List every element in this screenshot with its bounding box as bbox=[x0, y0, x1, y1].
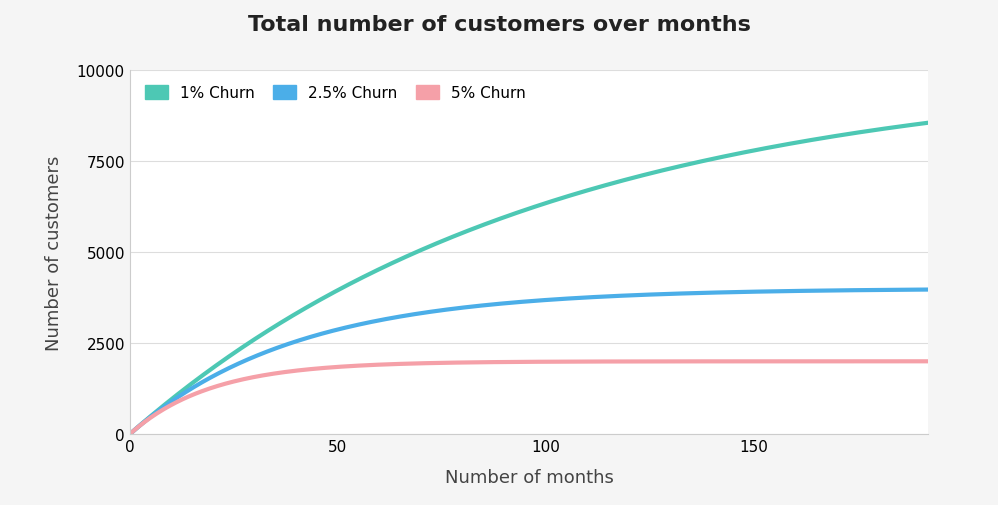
Y-axis label: Number of customers: Number of customers bbox=[45, 155, 63, 350]
Text: Total number of customers over months: Total number of customers over months bbox=[248, 15, 750, 35]
X-axis label: Number of months: Number of months bbox=[444, 468, 614, 486]
Legend: 1% Churn, 2.5% Churn, 5% Churn: 1% Churn, 2.5% Churn, 5% Churn bbox=[138, 78, 534, 109]
